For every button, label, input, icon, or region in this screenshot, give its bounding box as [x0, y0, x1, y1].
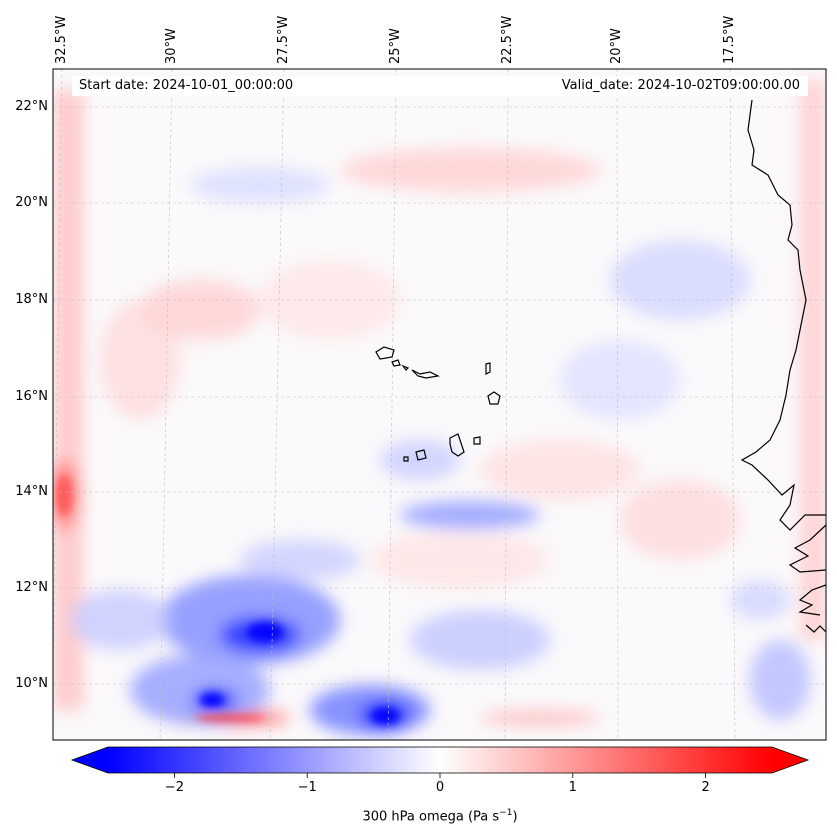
coastline	[375, 99, 826, 633]
colorbar-tick-label: −2	[164, 780, 184, 795]
colorbar-title-exponent: −1	[499, 808, 513, 818]
latitude-label: 12°N	[15, 580, 48, 595]
island-fogo	[415, 449, 427, 461]
latitude-label: 14°N	[15, 484, 48, 499]
longitude-label: 20°W	[609, 28, 624, 64]
colorbar-tick-label: 2	[701, 780, 710, 795]
latitude-label: 22°N	[15, 99, 48, 114]
colorbar-tick-label: 1	[568, 780, 577, 795]
island-santiago	[449, 433, 465, 457]
island-boa-vista	[487, 391, 501, 405]
longitude-label: 25°W	[388, 28, 403, 64]
omega-field	[53, 69, 826, 740]
longitude-label: 30°W	[164, 28, 179, 64]
guinea-coast	[805, 624, 826, 633]
colorbar-title-end: )	[512, 809, 518, 825]
colorbar-tick-label: 0	[435, 780, 445, 795]
latitude-label: 16°N	[15, 389, 48, 404]
latitude-label: 18°N	[15, 292, 48, 307]
colorbar-low-extend	[72, 747, 108, 773]
island-maio	[473, 436, 481, 445]
island-sal	[485, 362, 491, 375]
start-date-label: Start date: 2024-10-01_00:00:00	[79, 78, 294, 93]
island-sao-vicente	[391, 359, 401, 367]
valid-date-label: Valid_date: 2024-10-02T09:00:00.00	[561, 78, 800, 93]
island-brava	[403, 456, 409, 462]
colorbar-title-main: 300 hPa omega (Pa s	[362, 809, 500, 825]
latitude-label: 20°N	[15, 195, 48, 210]
colorbar-outline	[70, 746, 810, 774]
colorbar-ticks	[173, 773, 706, 778]
longitude-label: 32.5°W	[54, 15, 69, 64]
colorbar-tick-label: −1	[297, 780, 317, 795]
map-frame	[52, 68, 827, 741]
date-header-background	[72, 76, 808, 96]
guinea-bissau-coast	[798, 584, 826, 616]
longitude-label: 27.5°W	[276, 15, 291, 64]
graticule	[53, 69, 826, 740]
colorbar	[70, 746, 810, 778]
latitude-label: 10°N	[15, 676, 48, 691]
colorbar-title: 300 hPa omega (Pa s−1)	[0, 808, 837, 824]
longitude-label: 17.5°W	[722, 15, 737, 64]
africa-coast	[740, 99, 826, 531]
colorbar-high-extend	[772, 747, 808, 773]
island-santa-luzia	[401, 364, 410, 371]
senegal-gambia-coast	[788, 524, 826, 573]
longitude-label: 22.5°W	[500, 15, 515, 64]
colorbar-gradient	[108, 747, 772, 773]
island-santo-antao	[375, 346, 395, 360]
island-sao-nicolau	[411, 369, 440, 379]
